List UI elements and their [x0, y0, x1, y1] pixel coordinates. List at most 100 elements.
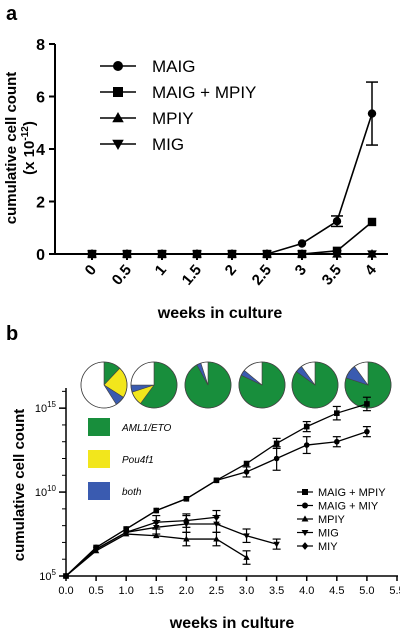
panel-b-pie: [238, 361, 286, 409]
panel-a-legend-marker: [112, 139, 124, 150]
panel-a-x-axis-label: weeks in culture: [157, 305, 283, 322]
panel-b-point: [183, 495, 190, 502]
panel-b-point: [213, 535, 220, 542]
panel-b-x-tick-label: 0.0: [58, 585, 73, 597]
panel-b-x-tick-label: 4.5: [329, 585, 344, 597]
panel-a-point: [297, 239, 307, 248]
panel-b-point: [334, 410, 340, 416]
panel-b-pie-outline: [238, 361, 286, 409]
panel-b-legend-marker: [301, 529, 309, 537]
panel-b-legend-label: MPIY: [318, 514, 346, 526]
panel-b-point: [153, 507, 160, 514]
panel-b-point: [93, 545, 100, 553]
panel-b-pie-legend-swatch: [88, 450, 110, 468]
panel-b-legend-marker: [302, 502, 308, 509]
panel-a-point: [367, 217, 377, 227]
panel-a-x-tick-label: 0: [82, 262, 100, 279]
panel-b-point: [273, 541, 280, 548]
panel-b-x-tick-label: 1.0: [119, 585, 134, 597]
panel-b-point: [213, 477, 220, 484]
panel-a-ylabel-line1: cumulative cell count: [3, 72, 20, 225]
panel-b-series: [62, 396, 371, 580]
panel-b-point: [273, 455, 280, 462]
panel-b-point: [62, 572, 70, 580]
panel-a-point: [227, 250, 237, 260]
panel-a-point: [122, 250, 132, 260]
panel-b-legend-label: MAIG + MPIY: [318, 487, 386, 499]
panel-label-a: a: [6, 3, 18, 25]
panel-b-point: [303, 423, 310, 430]
panel-a-point: [157, 250, 167, 260]
panel-a-x-tick-label: 2.5: [249, 262, 275, 289]
panel-b-x-tick-label: 5.0: [359, 585, 374, 597]
panel-b-pie: [344, 361, 392, 409]
panel-b-pies: [80, 361, 392, 409]
panel-a-y-tick-label: 2: [36, 195, 45, 212]
panel-a-point: [367, 250, 377, 260]
panel-b-point: [334, 438, 340, 445]
panel-b-y-tick-label: 1015: [35, 400, 57, 415]
panel-a-x-tick-label: 4: [362, 261, 381, 279]
panel-a-legend-marker: [113, 61, 123, 71]
panel-b-legend-marker: [301, 515, 309, 522]
panel-a-legend-label: MPIY: [152, 109, 194, 128]
panel-a-legend-marker: [112, 112, 124, 123]
panel-b-legend-label: MIY: [318, 541, 338, 553]
panel-b-point: [243, 554, 250, 560]
panel-a-x-tick-label: 3: [292, 262, 310, 279]
panel-b-x-tick-label: 5.5: [389, 585, 400, 597]
panel-b-x-tick-label: 2.0: [179, 585, 194, 597]
panel-b-point: [273, 440, 280, 447]
panel-b-pie-legend-label: both: [122, 487, 142, 498]
panel-b-series-circle: [63, 426, 371, 579]
panel-b-pie-outline: [291, 361, 339, 409]
panel-b-x-tick-label: 3.5: [269, 585, 284, 597]
panel-b-pie-outline: [344, 361, 392, 409]
panel-b-point: [213, 513, 220, 521]
panel-a-y-tick-label: 4: [36, 142, 45, 159]
panel-b-point: [243, 469, 250, 475]
panel-b-point: [303, 442, 310, 448]
panel-b-x-tick-label: 3.0: [239, 585, 254, 597]
panel-b-legend-marker: [301, 542, 309, 550]
panel-b-x-tick-label: 1.5: [149, 585, 164, 597]
panel-a-point: [367, 109, 377, 118]
panel-b-pie: [291, 361, 339, 409]
panel-b-x-tick-label: 4.0: [299, 585, 314, 597]
panel-b-point: [123, 528, 130, 536]
panel-b-point: [183, 535, 190, 542]
panel-a-series-line: [92, 113, 373, 255]
panel-b-y-tick-label: 1010: [35, 484, 57, 499]
panel-b-pie: [80, 361, 128, 409]
panel-b-legend-marker: [302, 489, 308, 495]
panel-a-x-tick-label: 1: [152, 262, 170, 279]
panel-b-legend-label: MIG: [318, 528, 339, 540]
panel-b-x-tick-label: 0.5: [88, 585, 103, 597]
panel-a-y-tick-label: 0: [36, 247, 45, 264]
panel-b-pie-outline: [80, 361, 128, 409]
panel-b-pie-legend-label: Pou4f1: [122, 455, 154, 466]
panel-a-x-tick-label: 3.5: [319, 262, 345, 289]
panel-b-point: [243, 533, 250, 540]
panel-b-pie: [130, 361, 178, 409]
panel-b-legend-label: MAIG + MIY: [318, 501, 379, 513]
panel-a-point: [262, 250, 272, 260]
panel-a-x-tick-label: 0.5: [109, 262, 135, 289]
panel-b-x-tick-label: 2.5: [209, 585, 224, 597]
panel-b-axes: 105 1010 1015 0.0 0.5 1.0 1.5 2.0 2.5 3.0 3.5 4.0 4.…: [35, 388, 400, 597]
panel-b-series-diamond: [62, 509, 221, 580]
panel-b-pie-legend-swatch: [88, 482, 110, 500]
panel-b-point: [364, 428, 370, 435]
panel-label-b: b: [6, 323, 18, 345]
panel-b-pie-legend: AML1/ETO Pou4f1 both: [88, 418, 171, 500]
panel-b-pie-legend-swatch: [88, 418, 110, 436]
panel-a-point: [297, 250, 307, 260]
panel-a-series-circle: [87, 81, 378, 259]
panel-a-series-triangle-down: [87, 250, 377, 260]
panel-a-legend-label: MAIG: [152, 57, 195, 76]
panel-b-point: [364, 401, 370, 407]
panel-b-pie: [184, 361, 232, 409]
panel-a-x-tick-label: 2: [222, 262, 240, 279]
panel-b-point: [153, 532, 160, 539]
